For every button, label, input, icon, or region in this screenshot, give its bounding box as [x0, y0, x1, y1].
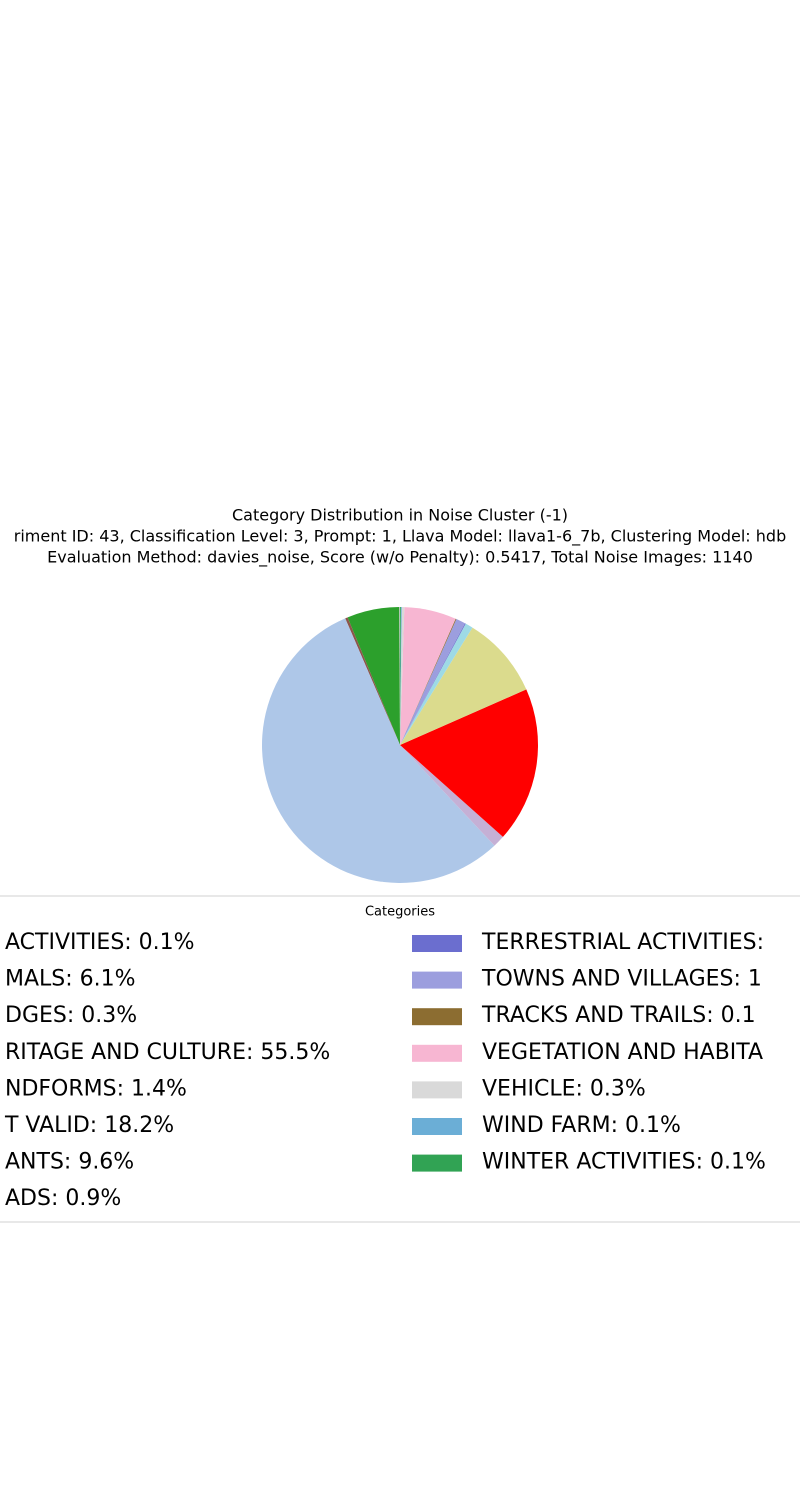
chart-subtitle: Evaluation Method: davies_noise, Score (…	[47, 548, 753, 568]
legend-swatch	[412, 971, 462, 989]
pie-slice	[261, 618, 495, 884]
pie-slice	[400, 607, 402, 745]
legend-label: ANTS: 9.6%	[5, 1150, 134, 1175]
pie-slice	[347, 607, 400, 745]
legend-label: VEHICLE: 0.3%	[482, 1076, 646, 1101]
legend-label: TRACKS AND TRAILS: 0.1	[481, 1003, 756, 1028]
legend-swatch	[412, 935, 462, 952]
legend-label: WINTER ACTIVITIES: 0.1%	[482, 1150, 766, 1175]
legend-swatch	[412, 1081, 462, 1099]
legend-swatch	[412, 1044, 462, 1062]
pie-slice	[345, 617, 400, 745]
legend-label: VEGETATION AND HABITA	[482, 1040, 763, 1065]
pie-slice	[400, 623, 466, 745]
pie-slice	[400, 607, 456, 745]
pie-slice	[400, 745, 503, 846]
legend-swatch	[412, 1008, 462, 1026]
legend-label: ADS: 0.9%	[5, 1186, 121, 1211]
legend-label: ACTIVITIES: 0.1%	[5, 930, 195, 955]
legend-label: RITAGE AND CULTURE: 55.5%	[5, 1040, 330, 1065]
chart-subtitle: riment ID: 43, Classification Level: 3, …	[14, 527, 786, 547]
legend-label: WIND FARM: 0.1%	[482, 1113, 681, 1138]
legend-label: NDFORMS: 1.4%	[5, 1076, 187, 1101]
legend-title: Categories	[365, 905, 435, 920]
legend-swatch	[412, 1154, 462, 1172]
legend-label: T VALID: 18.2%	[4, 1113, 174, 1138]
pie-slice	[400, 689, 538, 837]
pie-slice	[400, 607, 401, 745]
legend-label: TOWNS AND VILLAGES: 1	[481, 967, 762, 992]
legend-swatch	[412, 1118, 462, 1135]
pie-slice	[400, 619, 465, 745]
legend-label: MALS: 6.1%	[5, 967, 136, 992]
pie-slice	[399, 607, 400, 745]
legend-label: TERRESTRIAL ACTIVITIES:	[481, 930, 764, 955]
pie-slice	[400, 627, 527, 745]
legend-label: DGES: 0.3%	[5, 1003, 137, 1028]
pie-slice	[400, 618, 457, 745]
chart-title: Category Distribution in Noise Cluster (…	[232, 506, 568, 525]
pie-slice	[400, 623, 473, 745]
pie-slice	[400, 607, 405, 745]
